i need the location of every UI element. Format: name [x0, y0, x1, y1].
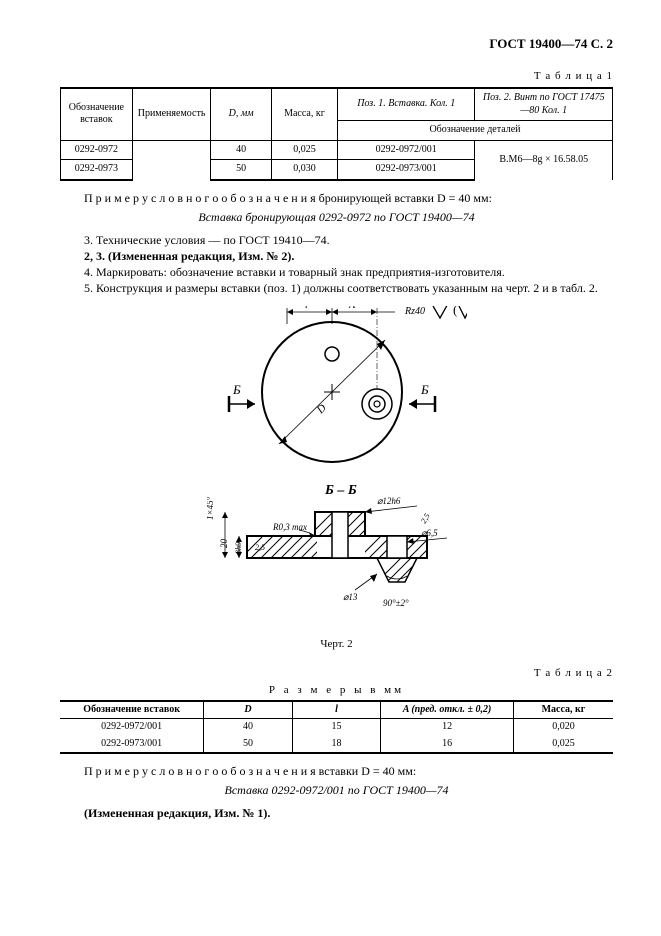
t2-h5: Масса, кг	[513, 701, 613, 719]
section-arrow-left: Б	[229, 382, 255, 412]
dim-d1: ⌀12h6	[377, 496, 401, 506]
table1: Обозначение вставок Применяемость D, мм …	[60, 87, 613, 181]
table-row: 0292-0972 40 0,025 0292-0972/001 В.М6—8g…	[61, 140, 613, 160]
list-item: 5. Конструкция и размеры вставки (поз. 1…	[84, 281, 613, 296]
dim-A: A	[348, 306, 356, 311]
t1-h4: Масса, кг	[271, 88, 337, 140]
table-row: 0292-0973/001 50 18 16 0,025	[60, 736, 613, 754]
t2-h2: D	[204, 701, 292, 719]
dim-8h9: 8h9	[234, 542, 243, 554]
t1-h1: Обозначение вставок	[61, 88, 133, 140]
t1-subhead: Обозначение деталей	[337, 121, 612, 141]
svg-text:Б: Б	[232, 382, 241, 397]
table2-caption: Р а з м е р ы в мм	[60, 684, 613, 698]
t2-h4: A (пред. откл. ± 0,2)	[381, 701, 514, 719]
dim-2-5: 2,5	[255, 543, 265, 552]
list-item: 3. Технические условия — по ГОСТ 19410—7…	[84, 233, 613, 248]
page: ГОСТ 19400—74 С. 2 Т а б л и ц а 1 Обозн…	[0, 0, 661, 936]
technical-drawing: D l A Rz40 ( )	[60, 306, 613, 636]
t1-h2: Применяемость	[132, 88, 211, 140]
list-item: 2, 3. (Измененная редакция, Изм. № 2).	[84, 249, 613, 264]
table1-label: Т а б л и ц а 1	[60, 70, 613, 84]
table-row: 0292-0972/001 40 15 12 0,020	[60, 719, 613, 736]
t1-h3: D, мм	[211, 88, 272, 140]
t2-h1: Обозначение вставок	[60, 701, 204, 719]
numbered-list: 3. Технические условия — по ГОСТ 19410—7…	[84, 233, 613, 296]
t2-h3: l	[292, 701, 380, 719]
dim-ang2: 90°±2°	[383, 598, 409, 608]
dim-d2: 2,5	[418, 511, 431, 524]
example2-line2: Вставка 0292-0972/001 по ГОСТ 19400—74	[60, 783, 613, 798]
rz-label: Rz40	[404, 306, 425, 317]
dim-angle: 1×45°	[207, 496, 215, 520]
t1-h5: Поз. 1. Вставка. Кол. 1	[337, 88, 475, 121]
page-header: ГОСТ 19400—74 С. 2	[60, 36, 613, 52]
example2-line1: П р и м е р у с л о в н о г о о б о з н …	[84, 764, 613, 779]
t1-h6: Поз. 2. Винт по ГОСТ 17475—80 Кол. 1	[475, 88, 613, 121]
list-item: 4. Маркировать: обозначение вставки и то…	[84, 265, 613, 280]
dim-d4: ⌀13	[343, 592, 358, 602]
dim-l: l	[305, 306, 308, 311]
plan-view: D l A Rz40 ( )	[229, 306, 467, 462]
example1-line1: П р и м е р у с л о в н о г о о б о з н …	[84, 191, 613, 206]
table2: Обозначение вставок D l A (пред. откл. ±…	[60, 700, 613, 755]
footer-note: (Измененная редакция, Изм. № 1).	[84, 806, 613, 821]
table2-label: Т а б л и ц а 2	[60, 667, 613, 681]
svg-text:Б: Б	[420, 382, 429, 397]
dim-20: 20	[219, 538, 229, 548]
section-label: Б – Б	[324, 483, 357, 498]
drawing-caption: Черт. 2	[60, 638, 613, 652]
section-view: 1×45° 20 8h9 2,5 R0,3 max ⌀12h6	[207, 496, 447, 608]
svg-text:(: (	[453, 306, 457, 317]
example1-line2: Вставка бронирующая 0292-0972 по ГОСТ 19…	[60, 210, 613, 225]
section-arrow-right: Б	[409, 382, 435, 412]
dim-d3: ⌀6,5	[421, 528, 438, 538]
